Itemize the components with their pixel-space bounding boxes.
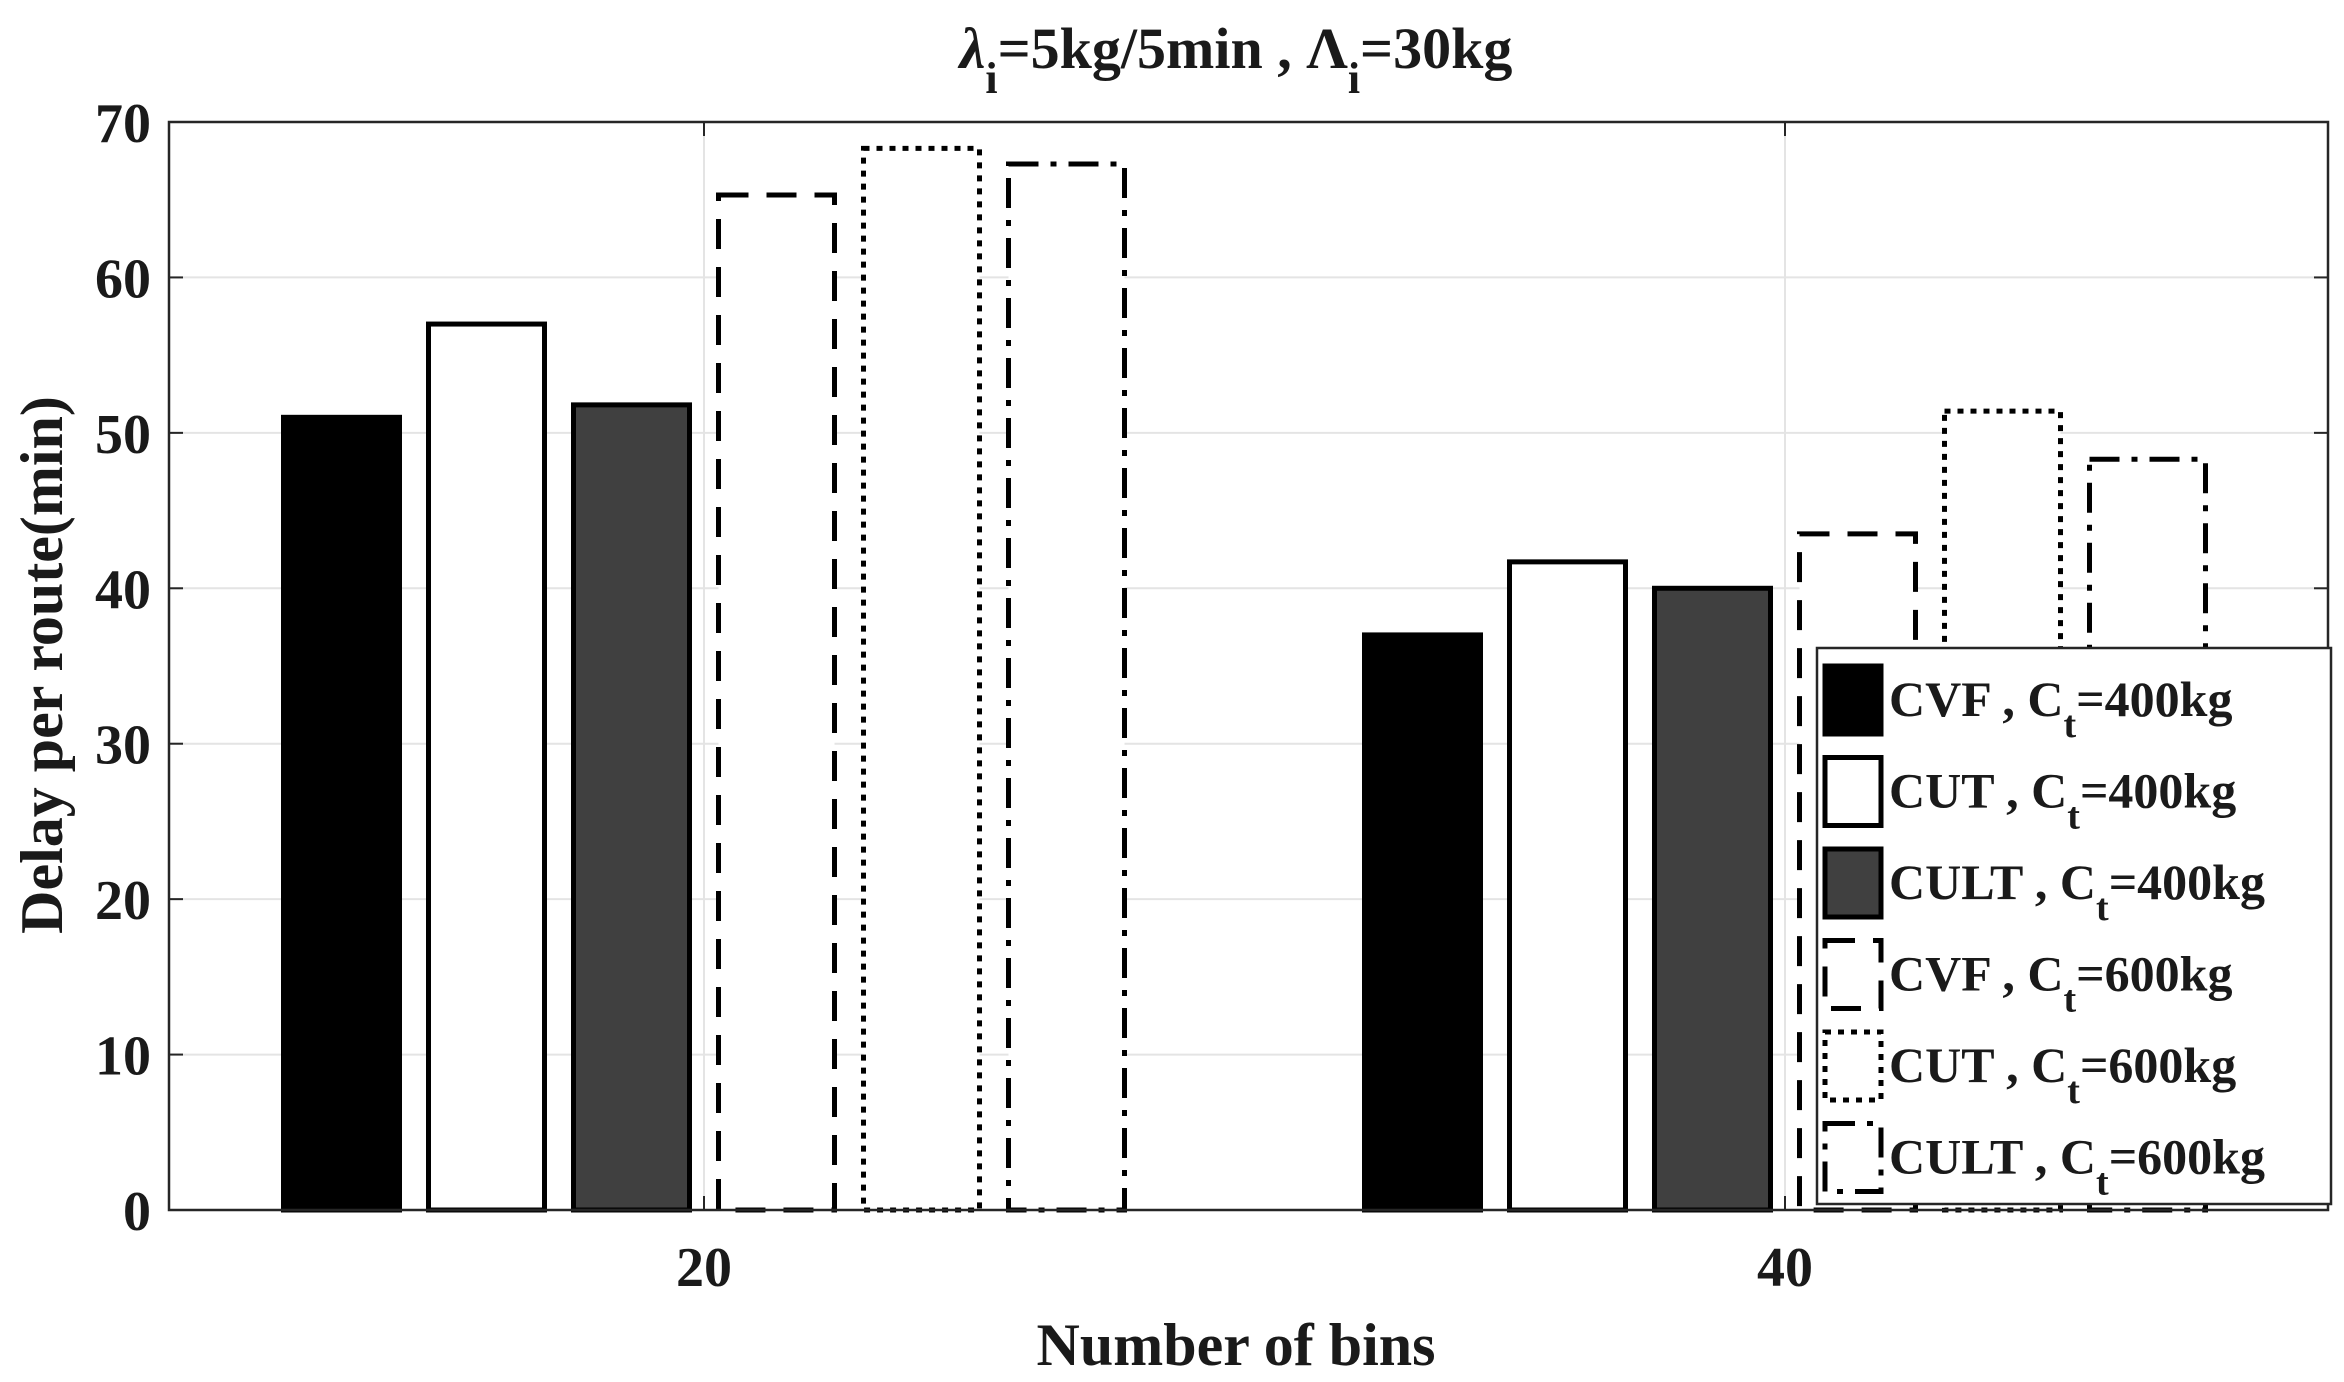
legend-label: CUT , Ct=600kg (1889, 1037, 2236, 1112)
bar-solid-white-40 (1507, 559, 1628, 1213)
y-tick-label: 50 (95, 404, 151, 466)
bar-solid-gray-20 (571, 402, 692, 1213)
bar-dashdot-20 (1006, 161, 1127, 1213)
y-tick-label: 30 (95, 715, 151, 777)
y-tick-label: 0 (123, 1181, 151, 1243)
legend: CVF , Ct=400kg CUT , Ct=400kg CULT , Ct=40… (1815, 646, 2333, 1206)
chart-title: λi=5kg/5min , Λi=30kg (958, 16, 1513, 103)
legend-swatch-dotted (1822, 1029, 1884, 1103)
legend-label: CULT , Ct=600kg (1889, 1129, 2265, 1204)
x-tick-label: 40 (1757, 1237, 1813, 1299)
bar-solid-gray-40 (1652, 585, 1773, 1213)
legend-swatch-dashdot (1822, 1121, 1884, 1194)
bar-dashed-20 (716, 192, 837, 1213)
legend-swatch-solid-black (1822, 663, 1884, 737)
bar-solid-white-20 (426, 321, 547, 1213)
bar-dotted-20 (861, 145, 982, 1213)
legend-swatch-dashed (1822, 938, 1884, 1011)
y-axis-label: Delay per route(min) (9, 396, 75, 934)
y-tick-label: 10 (95, 1026, 151, 1088)
legend-label: CULT , Ct=400kg (1889, 854, 2265, 929)
legend-swatch-solid-white (1822, 755, 1884, 828)
x-tick-label: 20 (676, 1237, 732, 1299)
legend-label: CVF , Ct=400kg (1889, 671, 2232, 746)
legend-label: CVF , Ct=600kg (1889, 946, 2232, 1021)
legend-label: CUT , Ct=400kg (1889, 763, 2236, 838)
y-tick-label: 60 (95, 248, 151, 310)
y-tick-label: 40 (95, 559, 151, 621)
y-tick-label: 70 (95, 93, 151, 155)
legend-swatch-solid-gray (1822, 846, 1884, 920)
y-tick-label: 20 (95, 870, 151, 932)
bar-solid-black-40 (1362, 632, 1483, 1213)
x-axis-label: Number of bins (1037, 1312, 1436, 1378)
bar-solid-black-20 (281, 414, 402, 1213)
legend-box (1815, 646, 2333, 1206)
